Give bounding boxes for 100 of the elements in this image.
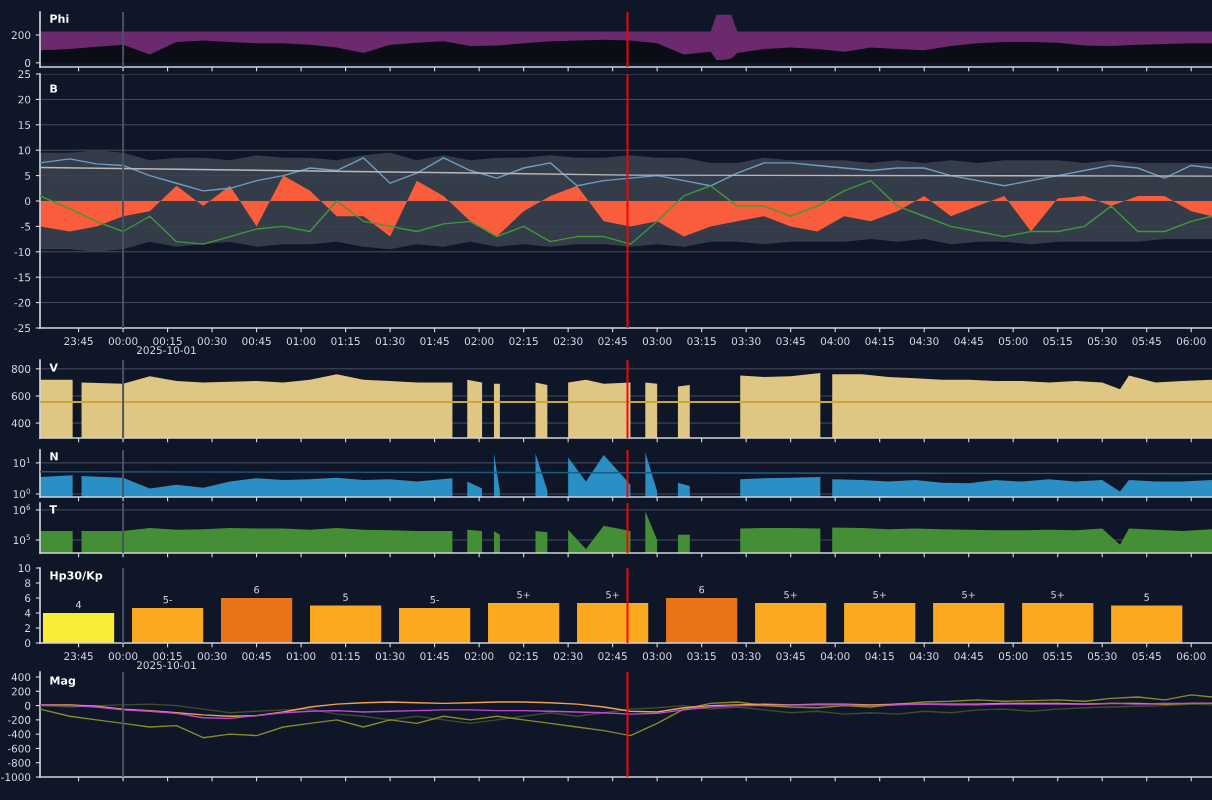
y-tick-label: 10: [18, 146, 31, 155]
x-tick-label: 00:00: [108, 652, 138, 661]
x-tick-label: 02:00: [464, 337, 494, 346]
chart-title: N: [50, 452, 58, 461]
y-tick-label: 20: [18, 95, 31, 104]
x-tick-label: 02:45: [598, 652, 627, 661]
x-tick-label: 01:45: [420, 652, 449, 661]
y-tick-label: -800: [7, 758, 31, 767]
x-tick-label: 04:45: [954, 652, 983, 661]
y-tick-label: -600: [7, 744, 31, 753]
x-tick-label: 04:00: [820, 337, 850, 346]
y-tick-label: -400: [7, 730, 31, 739]
y-tick-label: 200: [11, 687, 31, 696]
data-label: 4: [75, 601, 82, 609]
y-tick-label: 400: [11, 419, 31, 428]
x-tick-label: 04:15: [865, 337, 894, 346]
x-tick-label: 05:15: [1043, 337, 1072, 346]
y-tick-label: 2: [25, 624, 30, 632]
y-tick-label: 800: [11, 365, 31, 373]
y-tick-label: 0: [25, 59, 31, 67]
data-label: 5-: [163, 596, 172, 604]
x-tick-label: 23:45: [64, 652, 93, 661]
x-tick-label: 05:45: [1132, 337, 1161, 346]
x-tick-label: 03:00: [642, 652, 672, 661]
data-label: 5+: [606, 591, 619, 599]
y-tick-label: 25: [18, 70, 31, 79]
chart-title: Hp30/Kp: [50, 571, 103, 582]
chart-title: Phi: [50, 14, 69, 23]
x-tick-label: 03:45: [776, 337, 805, 346]
x-tick-label: 04:30: [909, 652, 939, 661]
x-tick-label: 05:00: [998, 652, 1028, 661]
x-tick-label: 00:15: [153, 337, 182, 346]
y-tick-label: -200: [7, 716, 31, 724]
data-label: 6: [699, 585, 705, 594]
chart-title: Mag: [50, 676, 75, 687]
y-tick-label: 5: [25, 171, 31, 180]
y-tick-label: 10$^{5}$: [13, 534, 30, 545]
y-tick-label: -1000: [1, 773, 31, 782]
x-tick-label: 00:30: [197, 337, 227, 346]
y-tick-label: -20: [14, 298, 31, 307]
x-tick-label: 04:45: [954, 337, 983, 346]
y-tick-label: -10: [14, 248, 31, 256]
y-tick-label: 15: [18, 121, 31, 129]
x-tick-label: 06:00: [1176, 337, 1206, 346]
x-tick-label: 03:15: [687, 337, 716, 346]
data-label: 5+: [962, 591, 975, 599]
x-tick-label: 03:45: [776, 652, 805, 661]
x-tick-label: 01:30: [375, 337, 405, 346]
x-tick-label: 03:30: [731, 337, 761, 346]
data-label: 6: [254, 585, 260, 594]
x-tick-label: 00:45: [242, 652, 271, 661]
x-tick-label: 01:45: [420, 337, 449, 346]
y-tick-label: 600: [11, 392, 31, 401]
data-label: 5+: [517, 591, 530, 599]
x-tick-label: 01:00: [286, 652, 316, 661]
data-label: 5+: [1051, 591, 1064, 599]
y-tick-label: 4: [24, 609, 31, 617]
y-tick-label: 400: [11, 673, 31, 682]
x-tick-label: 04:00: [820, 652, 850, 661]
x-tick-label: 02:15: [509, 652, 538, 661]
chart-title: V: [49, 363, 58, 372]
data-label: 5: [343, 593, 348, 601]
text: 2025-10-01: [137, 346, 196, 355]
y-tick-label: -5: [21, 222, 31, 231]
chart-title: T: [49, 505, 57, 514]
x-tick-label: 04:15: [865, 652, 894, 661]
data-label: 5-: [430, 596, 439, 604]
x-tick-label: 03:15: [687, 652, 716, 661]
x-tick-label: 00:00: [108, 337, 138, 346]
y-tick-label: -25: [14, 324, 31, 333]
text: 2025-10-01: [137, 661, 196, 670]
y-tick-label: 6: [25, 594, 31, 603]
y-tick-label: 200: [11, 31, 31, 40]
y-tick-label: 0: [25, 639, 31, 648]
x-tick-label: 05:45: [1132, 652, 1161, 661]
x-tick-label: 06:00: [1176, 652, 1206, 661]
y-tick-label: 10$^{6}$: [13, 504, 31, 514]
y-tick-label: 10$^{0}$: [13, 488, 31, 499]
x-tick-label: 05:30: [1087, 652, 1117, 661]
x-tick-label: 01:15: [331, 652, 360, 661]
x-tick-label: 02:30: [553, 652, 583, 661]
y-tick-label: 10: [18, 564, 31, 573]
y-tick-label: 8: [25, 579, 31, 588]
x-tick-label: 02:45: [598, 337, 627, 346]
data-label: 5+: [873, 591, 886, 599]
x-tick-label: 00:45: [242, 337, 271, 346]
x-tick-label: 03:00: [642, 337, 672, 346]
x-tick-label: 03:30: [731, 652, 761, 661]
y-tick-label: 10$^{1}$: [13, 457, 30, 467]
y-tick-label: 0: [25, 197, 31, 206]
y-tick-label: 0: [25, 701, 31, 710]
data-label: 5+: [784, 591, 797, 599]
x-tick-label: 02:00: [464, 652, 494, 661]
x-tick-label: 01:15: [331, 337, 360, 346]
data-label: 5: [1144, 593, 1149, 601]
x-tick-label: 05:00: [998, 337, 1028, 346]
x-tick-label: 04:30: [909, 337, 939, 346]
x-tick-label: 00:30: [197, 652, 227, 661]
x-tick-label: 00:15: [153, 652, 182, 661]
x-tick-label: 01:30: [375, 652, 405, 661]
